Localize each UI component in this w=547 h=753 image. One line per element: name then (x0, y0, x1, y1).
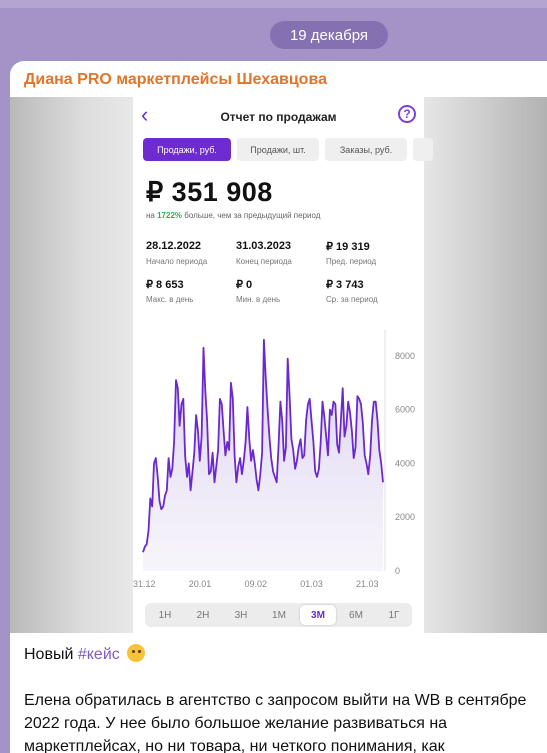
compare-suffix: больше, чем за предыдущий период (182, 211, 321, 220)
report-header: ‹ Отчет по продажам ? (133, 97, 424, 135)
photo-blur-left (10, 97, 133, 633)
period-3w: 3Н (234, 609, 248, 621)
sales-series-line (142, 338, 384, 553)
tab-overflow (413, 138, 433, 161)
period-6m: 6М (349, 609, 363, 621)
stat-prev-label: Пред. период (326, 257, 377, 266)
stat-prev-value: ₽ 19 319 (326, 241, 370, 253)
stat-max-label: Макс. в день (146, 295, 194, 304)
photo-blur-right (424, 97, 547, 633)
sales-chart: 8000 6000 4000 2000 0 31.12 20.01 09.02 01.03 21… (133, 329, 415, 589)
x-tick-label: 01.03 (300, 579, 323, 589)
hashtag-link[interactable]: #кейс (77, 646, 120, 663)
compare-text: на 1722% больше, чем за предыдущий перио… (146, 211, 320, 220)
stat-avg-label: Ср. за период (326, 295, 378, 304)
sales-report-screenshot: ‹ Отчет по продажам ? Продажи, руб. Прод… (133, 97, 433, 633)
compare-prefix: на (146, 211, 158, 220)
tab-sales-pcs: Продажи, шт. (237, 138, 319, 161)
y-tick-label: 2000 (395, 512, 415, 522)
y-tick-label: 4000 (395, 458, 415, 468)
stat-min-label: Мин. в день (236, 295, 281, 304)
stat-end-label: Конец периода (236, 257, 292, 266)
y-tick-label: 0 (395, 566, 400, 576)
y-tick-label: 8000 (395, 351, 415, 361)
tab-orders-rub: Заказы, руб. (325, 138, 407, 161)
chevron-left-icon: ‹ (141, 102, 149, 127)
period-3m: 3М (300, 605, 336, 625)
period-2w: 2Н (196, 609, 210, 621)
x-tick-label: 31.12 (133, 579, 156, 589)
stat-avg-value: ₽ 3 743 (326, 279, 364, 291)
x-tick-label: 09.02 (245, 579, 268, 589)
message-text: Новый #кейс Елена обратилась в агентство… (24, 643, 534, 753)
intro-text: Новый (24, 646, 78, 663)
total-sales-value: ₽ 351 908 (146, 177, 273, 207)
stat-min-value: ₽ 0 (236, 279, 253, 291)
question-circle-icon: ? (398, 105, 416, 123)
stat-max-value: ₽ 8 653 (146, 279, 184, 291)
thinking-face-icon (127, 644, 146, 662)
message-paragraph: Елена обратилась в агентство с запросом … (24, 692, 527, 753)
period-1w: 1Н (158, 609, 172, 621)
sender-name[interactable]: Диана PRO маркетплейсы Шехавцова (24, 71, 327, 88)
y-tick-label: 6000 (395, 405, 415, 415)
stat-end-value: 31.03.2023 (236, 240, 292, 252)
period-1y: 1Г (388, 609, 400, 621)
message-first-line: Новый #кейс (24, 643, 534, 666)
x-tick-label: 21.03 (356, 579, 379, 589)
previous-message-edge (0, 0, 547, 8)
date-badge: 19 декабря (270, 21, 388, 49)
report-title: Отчет по продажам (220, 110, 337, 124)
stat-start-value: 28.12.2022 (146, 240, 202, 252)
x-tick-label: 20.01 (189, 579, 212, 589)
compare-percent: 1722% (157, 211, 183, 220)
period-selector: 1Н 2Н 3Н 1М 3М 6М 1Г (145, 603, 412, 627)
period-1m: 1М (272, 609, 286, 621)
message-bubble[interactable]: Диана PRO маркетплейсы Шехавцова ‹ Отчет… (10, 61, 547, 753)
message-photo[interactable]: ‹ Отчет по продажам ? Продажи, руб. Прод… (10, 97, 547, 633)
stat-start-label: Начало периода (146, 257, 208, 266)
tab-sales-rub: Продажи, руб. (143, 138, 231, 161)
